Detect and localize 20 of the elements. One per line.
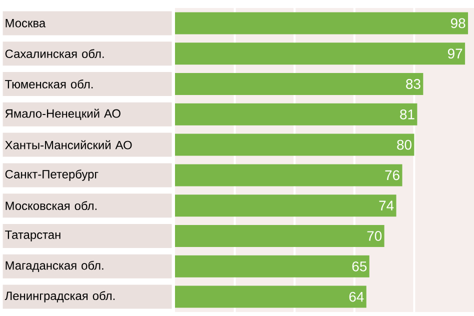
data-label: 74 [379, 200, 394, 210]
data-label: 65 [352, 261, 367, 272]
y-tick-label: Ямало-Ненецкий АО [5, 108, 120, 120]
y-tick-label: Ленинградская обл. [4, 291, 115, 302]
data-label: 98 [450, 18, 466, 28]
data-label: 76 [385, 170, 400, 180]
data-label: 80 [397, 140, 412, 150]
y-tick-label: Сахалинская обл. [5, 49, 104, 58]
data-label: 70 [367, 231, 382, 241]
y-tick-label: Санкт-Петербург [5, 170, 98, 181]
data-label: 64 [349, 292, 364, 302]
data-label: 97 [448, 48, 462, 59]
y-tick-label: Магаданская обл. [6, 260, 104, 272]
data-label: 83 [406, 79, 420, 89]
y-tick-label: Татарстан [5, 230, 60, 242]
y-tick-label: Московская обл. [6, 201, 97, 210]
data-label: 81 [400, 109, 414, 120]
y-tick-label: Тюменская обл. [5, 80, 93, 88]
y-tick-label: Ханты-Мансийский АО [5, 140, 132, 150]
y-tick-label: Москва [6, 19, 46, 28]
